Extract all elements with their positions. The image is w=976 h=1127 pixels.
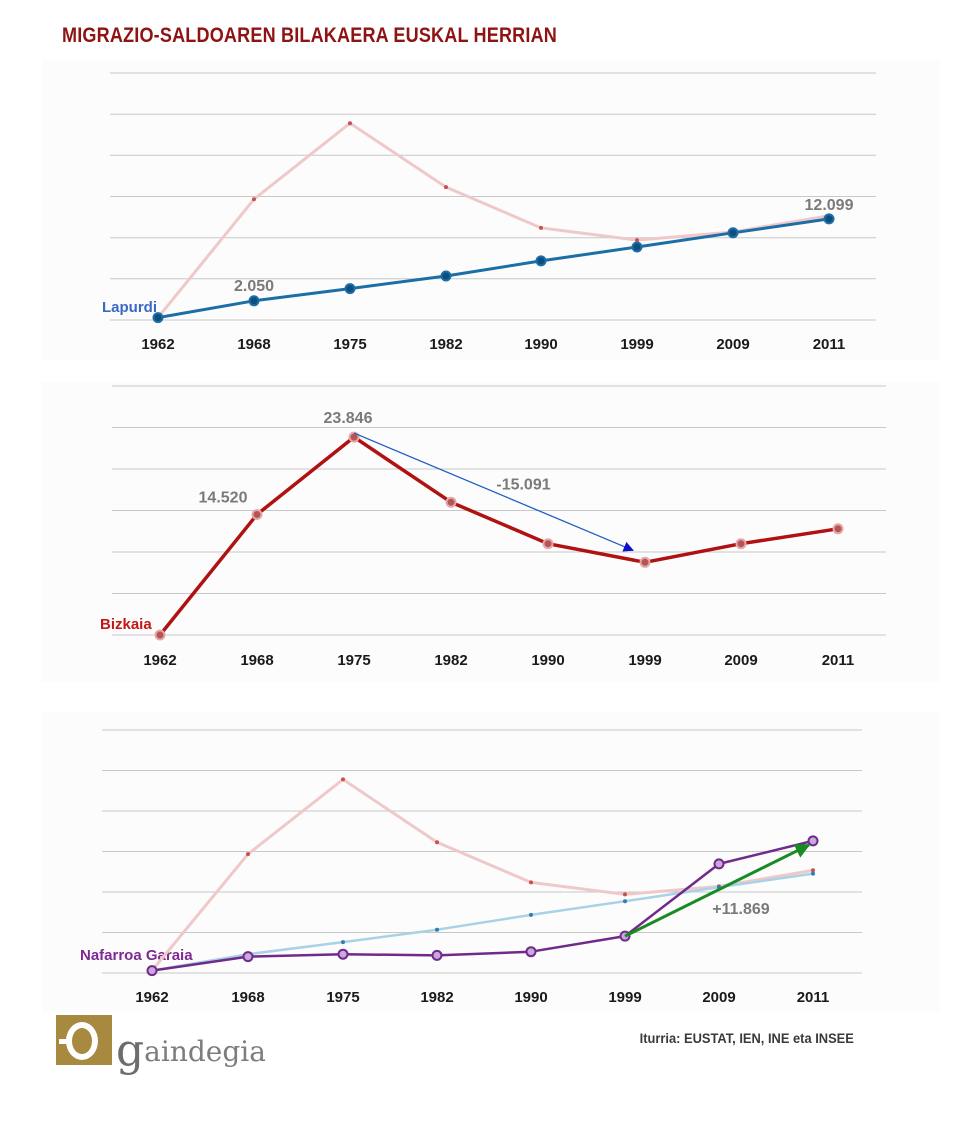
chart2-point-bizkaia-1990 <box>542 538 554 550</box>
chart3-point-lapurdi-ghost-1999 <box>623 899 627 904</box>
chart2-x-tick: 1962 <box>143 652 176 669</box>
chart3-point-lapurdi-ghost-1975 <box>341 940 345 945</box>
chart2-point-bizkaia-2009 <box>735 538 747 550</box>
chart3-point-lapurdi-ghost-2011 <box>811 871 815 876</box>
chart3-x-tick: 1968 <box>231 989 264 1006</box>
chart2-x-tick: 2011 <box>822 652 855 669</box>
chart1-region-label: Lapurdi <box>102 299 157 316</box>
chart3-point-bizkaia-ghost-1990 <box>529 880 533 885</box>
chart1-point-lapurdi-1982 <box>440 270 452 282</box>
chart1-point-bizkaia-ghost-1999 <box>635 238 639 243</box>
chart3-point-nafarroa-garaia-1975 <box>337 948 349 960</box>
chart1-series-lapurdi-line <box>157 217 830 320</box>
chart3-x-tick: 2011 <box>797 989 830 1006</box>
chart3-x-tick: 1990 <box>514 989 547 1006</box>
chart1-point-lapurdi-1990 <box>535 255 547 267</box>
chart3-series-lapurdi-ghost-line <box>151 872 814 972</box>
chart2-data-label: 14.520 <box>199 489 248 506</box>
chart1-point-lapurdi-1999 <box>631 241 643 253</box>
chart1-x-tick: 1982 <box>429 336 462 353</box>
chart1-x-tick: 1975 <box>333 336 366 353</box>
chart1-data-label: 12.099 <box>805 197 854 214</box>
chart2-x-tick: 1982 <box>434 652 467 669</box>
chart3-series-nafarroa-garaia-line <box>151 839 814 972</box>
chart2-x-tick: 1990 <box>531 652 564 669</box>
chart2-change-label: -15.091 <box>496 477 550 494</box>
chart3-point-nafarroa-garaia-1990 <box>525 946 537 958</box>
chart3-point-bizkaia-ghost-1982 <box>435 840 439 845</box>
chart2-point-bizkaia-1982 <box>445 496 457 508</box>
panel-1-background <box>42 60 940 360</box>
chart2-region-label: Bizkaia <box>100 616 152 633</box>
chart3-point-lapurdi-ghost-1982 <box>435 927 439 932</box>
chart3-point-nafarroa-garaia-1982 <box>431 949 443 961</box>
chart2-point-bizkaia-2011 <box>832 523 844 535</box>
chart3-point-nafarroa-garaia-2011 <box>807 835 819 847</box>
chart2-point-bizkaia-1962 <box>154 629 166 641</box>
chart3-point-bizkaia-ghost-1999 <box>623 892 627 897</box>
chart2-point-bizkaia-1968 <box>251 509 263 520</box>
chart1-point-lapurdi-2011 <box>823 213 835 225</box>
chart3-change-label: +11.869 <box>712 901 770 918</box>
chart1-x-tick: 1962 <box>141 336 174 353</box>
chart2-series-bizkaia-line <box>158 435 839 637</box>
chart1-point-lapurdi-2009 <box>727 227 739 239</box>
chart3-point-nafarroa-garaia-2009 <box>713 858 725 870</box>
chart3-series-bizkaia-ghost-line <box>150 777 814 972</box>
chart1-series-bizkaia-ghost-line <box>156 121 830 319</box>
chart1-x-tick: 1968 <box>237 336 270 353</box>
logo-wordmark: gaindegia <box>116 1025 266 1076</box>
chart3-change-arrow <box>624 843 811 938</box>
chart3-point-lapurdi-ghost-1990 <box>529 912 533 917</box>
chart1-point-lapurdi-1962 <box>152 312 164 324</box>
chart1-point-bizkaia-ghost-1990 <box>539 225 543 230</box>
chart3-point-bizkaia-ghost-2011 <box>811 868 815 873</box>
chart1-point-bizkaia-ghost-1982 <box>444 185 448 190</box>
chart3-x-tick: 2009 <box>702 989 735 1006</box>
logo-mark-icon <box>56 1015 112 1065</box>
chart1-data-label: 2.050 <box>234 278 274 295</box>
source-note: Iturria: EUSTAT, IEN, INE eta INSEE <box>639 1030 854 1046</box>
chart2-x-tick: 1999 <box>628 652 661 669</box>
chart3-point-bizkaia-ghost-1975 <box>341 777 345 782</box>
chart1-x-tick: 2011 <box>813 336 846 353</box>
chart1-point-lapurdi-1968 <box>248 295 260 307</box>
chart2-point-bizkaia-1975 <box>348 431 360 443</box>
chart1-point-bizkaia-ghost-1968 <box>252 197 256 202</box>
chart3-point-nafarroa-garaia-1962 <box>146 965 158 977</box>
chart3-region-label: Nafarroa Garaia <box>80 947 193 964</box>
chart3-point-bizkaia-ghost-1968 <box>246 852 250 857</box>
chart1-point-bizkaia-ghost-1975 <box>348 121 352 126</box>
chart3-x-tick: 1982 <box>420 989 453 1006</box>
chart2-x-tick: 1975 <box>337 652 370 669</box>
chart-title: MIGRAZIO-SALDOAREN BILAKAERA EUSKAL HERR… <box>62 24 558 47</box>
panel-2-background <box>42 382 940 682</box>
chart3-x-tick: 1962 <box>135 989 168 1006</box>
chart1-point-lapurdi-1975 <box>344 283 356 295</box>
chart3-x-tick: 1999 <box>608 989 641 1006</box>
chart2-point-bizkaia-1999 <box>639 556 651 568</box>
chart2-data-label: 23.846 <box>324 410 373 427</box>
gaindegia-logo: gaindegia <box>56 1013 266 1076</box>
chart2-x-tick: 2009 <box>724 652 757 669</box>
panel-3-background <box>42 712 940 1012</box>
chart2-change-arrow <box>353 432 634 552</box>
chart3-point-nafarroa-garaia-1968 <box>242 951 254 963</box>
chart1-x-tick: 1999 <box>620 336 653 353</box>
chart1-x-tick: 1990 <box>524 336 557 353</box>
chart3-x-tick: 1975 <box>326 989 359 1006</box>
chart1-x-tick: 2009 <box>716 336 749 353</box>
chart2-x-tick: 1968 <box>240 652 273 669</box>
